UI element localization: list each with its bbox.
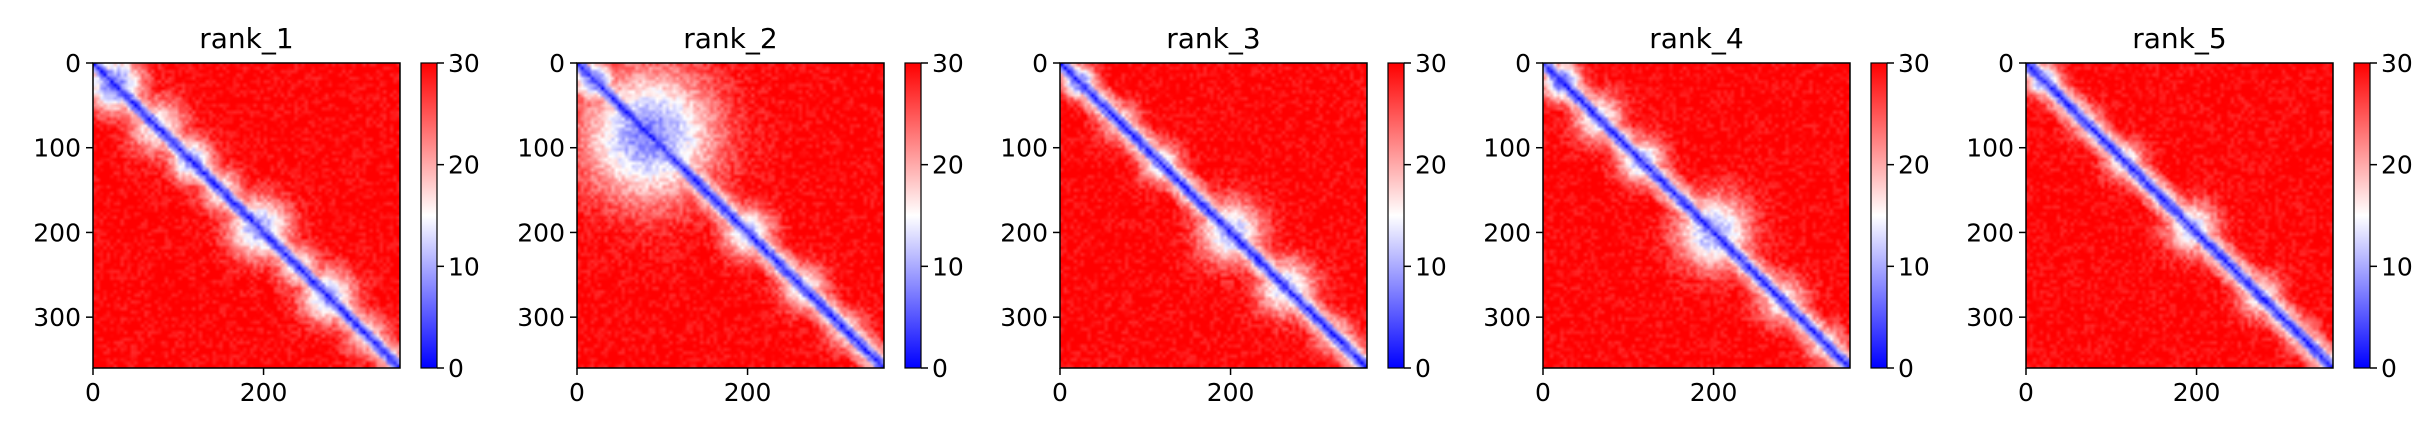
colorbar [904,62,922,369]
x-tick-label: 200 [1207,378,1255,407]
y-tick-label: 0 [65,49,81,78]
heatmap-image [93,63,400,368]
colorbar [420,62,438,369]
colorbar-tick-label: 20 [1898,151,1930,180]
x-tick-label: 0 [1535,378,1551,407]
heatmap-image [1060,63,1367,368]
y-tick-label: 200 [1966,218,2014,247]
colorbar-tick-label: 20 [932,151,964,180]
x-tick-label: 200 [1690,378,1738,407]
y-tick-label: 300 [1966,303,2014,332]
y-tick-label: 300 [517,303,565,332]
colorbar-tick-label: 30 [2381,49,2413,78]
y-tick-label: 0 [549,49,565,78]
colorbar-tick-label: 30 [448,49,480,78]
subplot-rank_4: rank_4 0 100 200 300 0 200 0 10 20 30 [1483,22,1930,407]
y-tick-label: 0 [1998,49,2014,78]
colorbar-tick-label: 0 [448,354,464,383]
y-tick-label: 0 [1032,49,1048,78]
y-tick-label: 200 [1483,218,1531,247]
colorbar-tick-label: 0 [1898,354,1914,383]
y-tick-label: 300 [1483,303,1531,332]
heatmap-image [1543,63,1850,368]
colorbar-tick-label: 20 [2381,151,2413,180]
subplot-title: rank_5 [2132,22,2226,55]
colorbar-tick-label: 30 [932,49,964,78]
y-tick-label: 100 [1000,134,1048,163]
y-tick-label: 0 [1515,49,1531,78]
x-tick-label: 200 [240,378,288,407]
y-tick-label: 100 [33,134,81,163]
colorbar [1870,62,1888,369]
subplot-title: rank_4 [1649,22,1743,55]
y-tick-label: 100 [1483,134,1531,163]
colorbar-tick-label: 0 [2381,354,2397,383]
subplot-rank_5: rank_5 0 100 200 300 0 200 0 10 20 30 [1966,22,2413,407]
axes-frame [2025,62,2334,369]
colorbar-tick-label: 20 [1415,151,1447,180]
colorbar-tick-label: 30 [1898,49,1930,78]
x-tick-label: 0 [85,378,101,407]
y-tick-label: 100 [517,134,565,163]
colorbar-tick-label: 10 [1898,252,1930,281]
axes-frame [576,62,885,369]
colorbar-tick-label: 20 [448,151,480,180]
colorbar-tick-label: 10 [2381,252,2413,281]
x-tick-label: 200 [724,378,772,407]
x-tick-label: 0 [2018,378,2034,407]
subplot-title: rank_1 [199,22,293,55]
axes-frame [1542,62,1851,369]
y-tick-label: 200 [1000,218,1048,247]
axes-frame [92,62,401,369]
y-tick-label: 100 [1966,134,2014,163]
colorbar [2353,62,2371,369]
y-tick-label: 200 [33,218,81,247]
heatmap-image [577,63,884,368]
x-tick-label: 0 [569,378,585,407]
colorbar-tick-label: 10 [1415,252,1447,281]
colorbar-tick-label: 10 [932,252,964,281]
axes-frame [1059,62,1368,369]
subplot-rank_3: rank_3 0 100 200 300 0 200 0 10 20 30 [1000,22,1447,407]
subplot-title: rank_2 [683,22,777,55]
colorbar-tick-label: 0 [932,354,948,383]
y-tick-label: 300 [33,303,81,332]
subplot-rank_2: rank_2 0 100 200 300 0 200 0 10 20 30 [517,22,964,407]
x-tick-label: 0 [1052,378,1068,407]
colorbar-tick-label: 10 [448,252,480,281]
x-tick-label: 200 [2173,378,2221,407]
y-tick-label: 300 [1000,303,1048,332]
subplot-title: rank_3 [1166,22,1260,55]
colorbar-tick-label: 30 [1415,49,1447,78]
y-tick-label: 200 [517,218,565,247]
colorbar [1387,62,1405,369]
colorbar-tick-label: 0 [1415,354,1431,383]
heatmap-image [2026,63,2333,368]
subplot-rank_1: rank_1 0 100 200 300 0 200 0 10 20 30 [33,22,480,407]
